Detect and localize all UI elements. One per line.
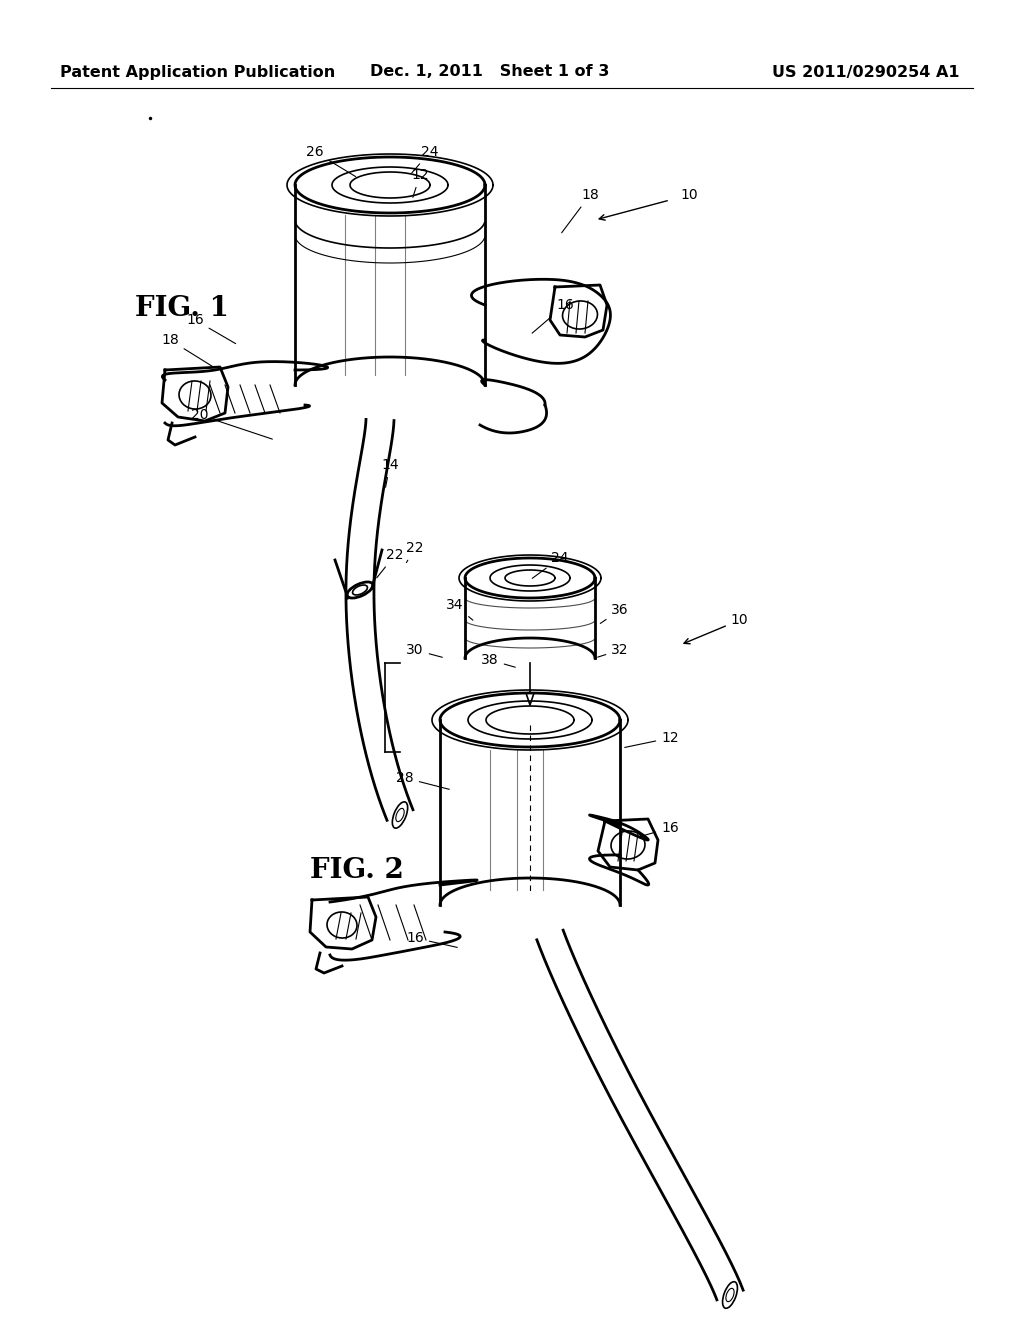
Text: 16: 16 (638, 821, 679, 837)
Text: 26: 26 (306, 145, 355, 177)
Ellipse shape (347, 582, 373, 598)
Text: 38: 38 (481, 653, 515, 667)
Text: 34: 34 (446, 598, 473, 620)
Text: FIG. 2: FIG. 2 (310, 857, 403, 883)
Text: 14: 14 (381, 458, 398, 487)
Ellipse shape (726, 1288, 734, 1302)
Text: 36: 36 (600, 603, 629, 623)
Ellipse shape (392, 801, 408, 828)
Text: 24: 24 (532, 550, 568, 578)
Ellipse shape (352, 585, 368, 595)
Text: 10: 10 (680, 187, 697, 202)
Ellipse shape (611, 832, 645, 859)
Ellipse shape (396, 808, 404, 821)
Text: 22: 22 (377, 548, 403, 578)
Ellipse shape (327, 912, 357, 939)
Text: 12: 12 (412, 168, 429, 198)
Text: 16: 16 (532, 298, 573, 333)
Text: 32: 32 (598, 643, 629, 657)
Text: 22: 22 (407, 541, 424, 562)
Text: US 2011/0290254 A1: US 2011/0290254 A1 (772, 65, 961, 79)
Text: 18: 18 (562, 187, 599, 232)
Text: 12: 12 (625, 731, 679, 747)
Text: Patent Application Publication: Patent Application Publication (60, 65, 335, 79)
Text: Dec. 1, 2011   Sheet 1 of 3: Dec. 1, 2011 Sheet 1 of 3 (371, 65, 609, 79)
Text: 16: 16 (407, 931, 458, 948)
Ellipse shape (723, 1282, 737, 1308)
Text: 20: 20 (191, 408, 272, 440)
Ellipse shape (179, 381, 211, 409)
Text: 30: 30 (407, 643, 442, 657)
Text: 28: 28 (396, 771, 450, 789)
Text: FIG. 1: FIG. 1 (135, 294, 229, 322)
Ellipse shape (562, 301, 597, 329)
Text: 16: 16 (186, 313, 236, 343)
Text: 24: 24 (412, 145, 438, 173)
Text: 10: 10 (730, 612, 748, 627)
Text: 18: 18 (161, 333, 213, 367)
